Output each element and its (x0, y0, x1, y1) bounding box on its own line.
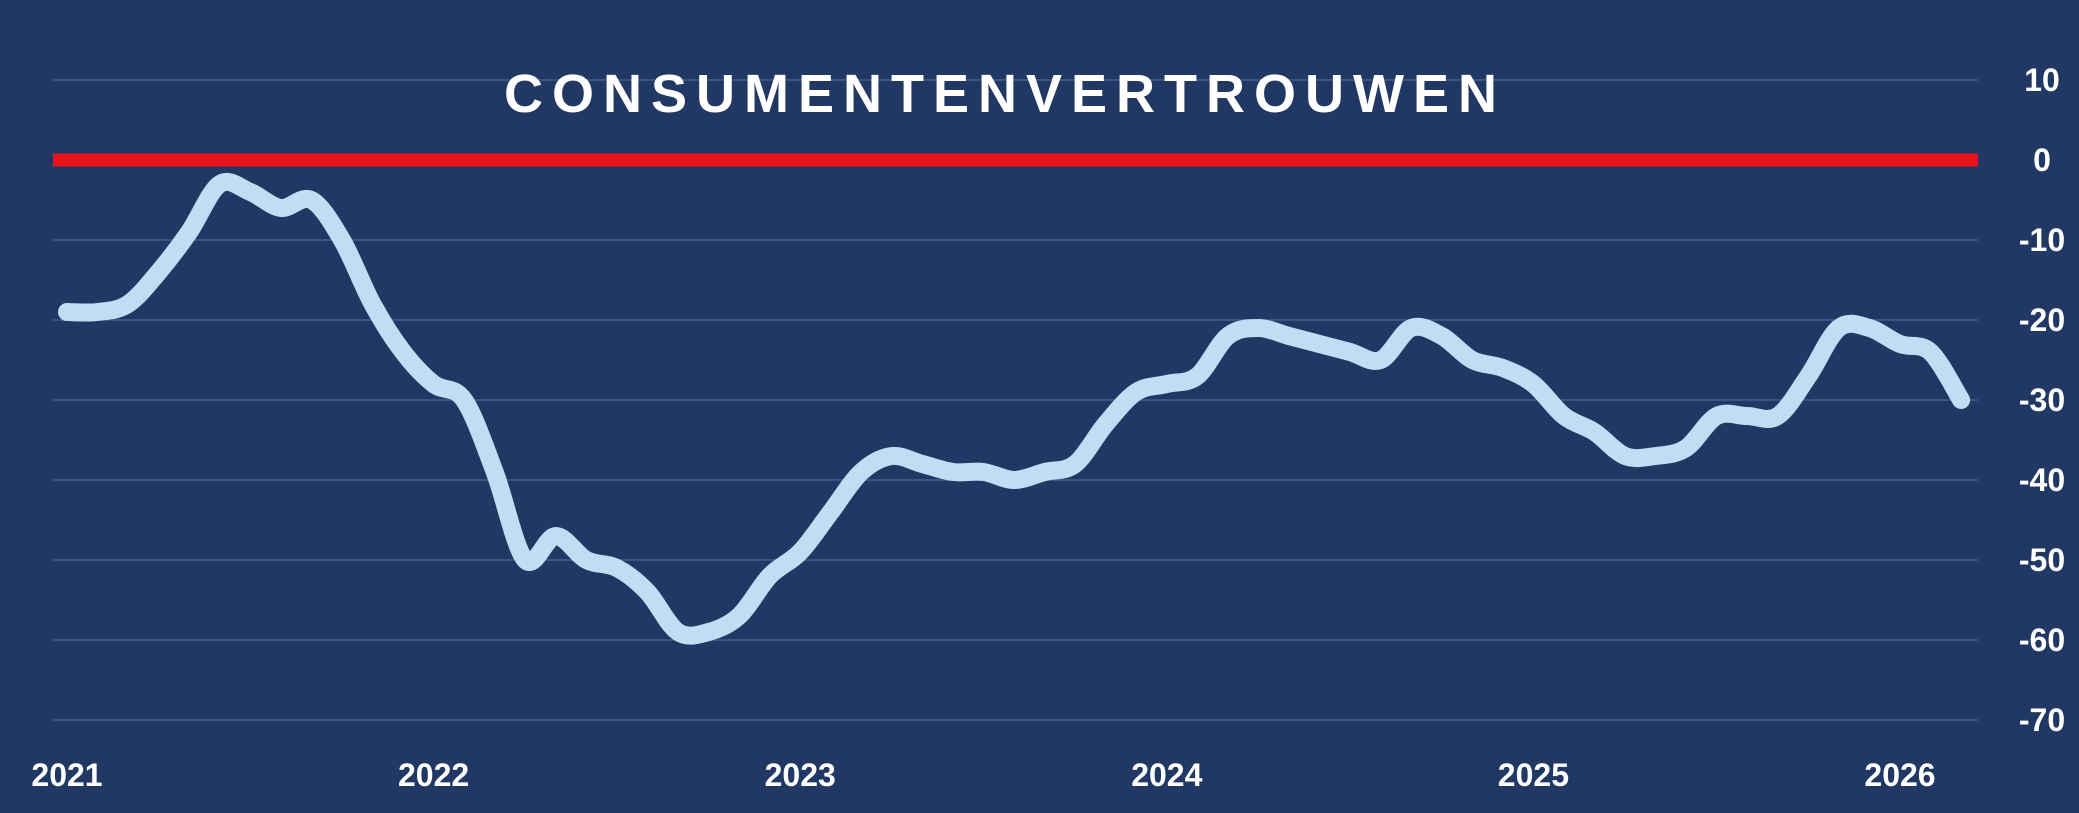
y-tick-label: -20 (2019, 302, 2065, 338)
y-tick-label: 10 (2024, 62, 2060, 98)
x-tick-label: 2025 (1498, 757, 1569, 793)
x-axis-tick-labels: 2021 2022 2023 2024 2025 2026 (31, 757, 1935, 793)
y-axis-tick-labels: 10 0 -10 -20 -30 -40 -50 -60 -70 (2019, 62, 2065, 738)
y-tick-label: -10 (2019, 222, 2065, 258)
y-tick-label: -40 (2019, 462, 2065, 498)
y-tick-label: -70 (2019, 702, 2065, 738)
y-tick-label: -50 (2019, 542, 2065, 578)
series-line (58, 172, 1971, 645)
series-line-path (58, 172, 1971, 645)
x-tick-label: 2021 (31, 757, 102, 793)
gridlines (53, 79, 1978, 721)
x-tick-label: 2026 (1864, 757, 1935, 793)
y-tick-label: -30 (2019, 382, 2065, 418)
chart-title: CONSUMENTENVERTROUWEN (504, 64, 1506, 124)
x-tick-label: 2024 (1131, 757, 1202, 793)
y-tick-label: 0 (2033, 142, 2051, 178)
y-tick-label: -60 (2019, 622, 2065, 658)
x-tick-label: 2023 (765, 757, 836, 793)
x-tick-label: 2022 (398, 757, 469, 793)
